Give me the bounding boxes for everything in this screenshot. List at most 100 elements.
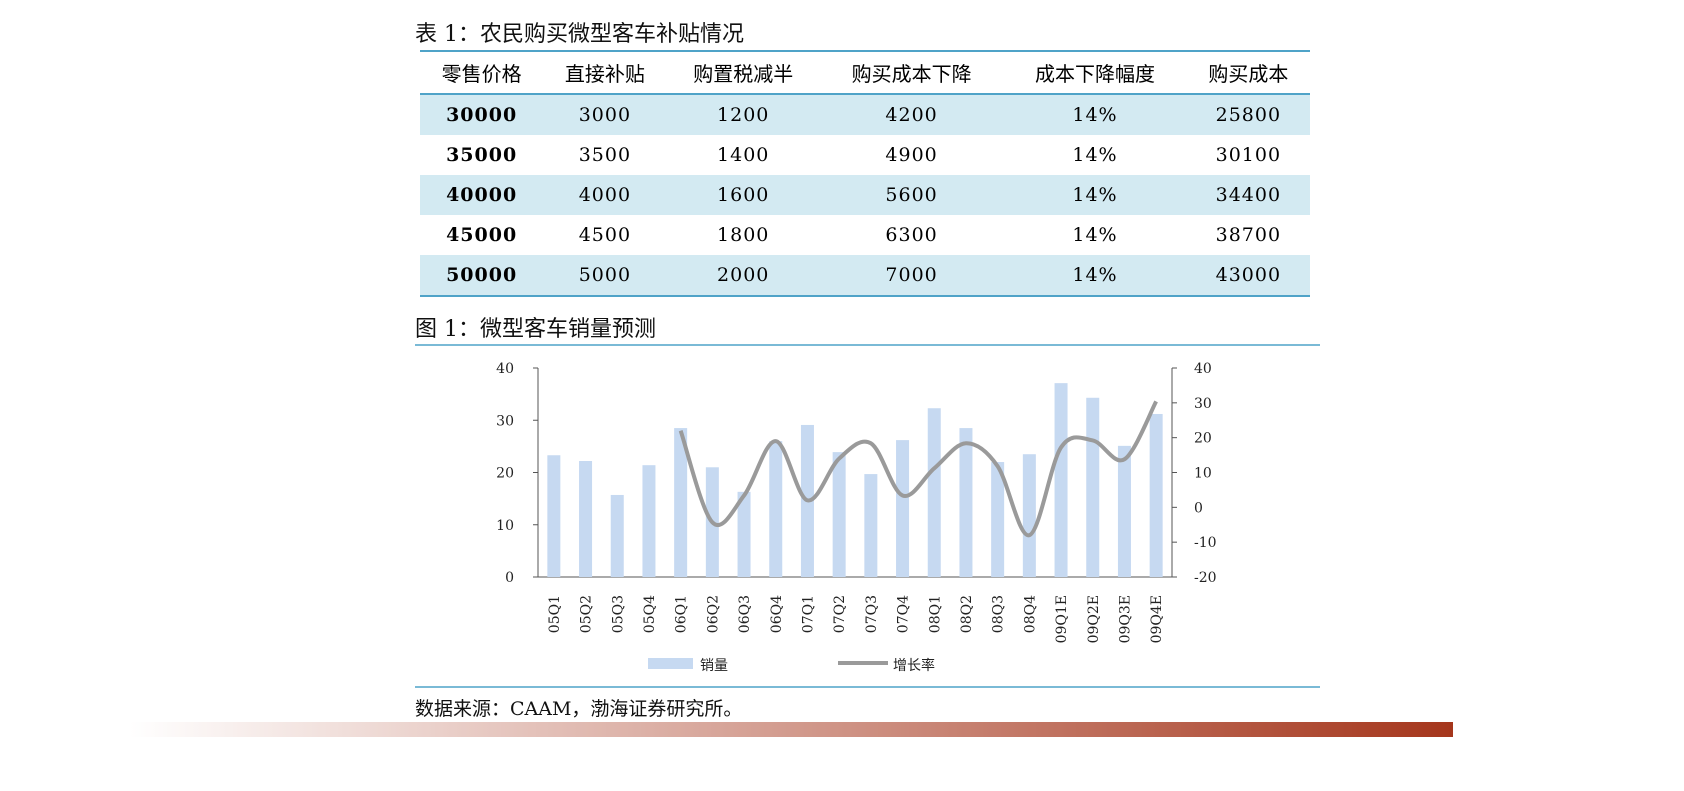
x-tick-label: 08Q4 bbox=[1022, 595, 1038, 633]
cell: 14% bbox=[1003, 175, 1187, 215]
cell: 6300 bbox=[885, 224, 938, 246]
x-tick-label: 07Q3 bbox=[864, 595, 880, 633]
cell: 4500 bbox=[578, 224, 632, 246]
cell: 5000 bbox=[543, 255, 667, 296]
cell: 43000 bbox=[1186, 255, 1310, 296]
x-tick-label: 05Q1 bbox=[547, 595, 563, 633]
x-tick-label: 09Q3E bbox=[1117, 595, 1133, 643]
bar bbox=[864, 474, 878, 577]
bar bbox=[1117, 445, 1131, 577]
y2-tick-label: 0 bbox=[1194, 500, 1203, 516]
y2-tick-label: 30 bbox=[1194, 396, 1212, 412]
cell: 7000 bbox=[819, 255, 1004, 296]
table-row: 30000 3000 1200 4200 14% 25800 bbox=[420, 94, 1310, 135]
x-tick-label: 06Q2 bbox=[705, 595, 721, 633]
y2-tick-label: 40 bbox=[1194, 361, 1212, 377]
cell: 4200 bbox=[819, 94, 1004, 135]
x-tick-label: 07Q4 bbox=[896, 595, 912, 633]
bar bbox=[579, 461, 593, 577]
y2-tick-label: -20 bbox=[1194, 570, 1217, 586]
cell: 14% bbox=[1072, 144, 1118, 166]
bar bbox=[1086, 397, 1100, 577]
cell: 1600 bbox=[666, 175, 820, 215]
table-row: 40000 4000 1600 5600 14% 34400 bbox=[420, 175, 1310, 215]
x-tick-label: 05Q4 bbox=[642, 595, 658, 633]
cell: 14% bbox=[1003, 255, 1187, 296]
x-tick-label: 09Q2E bbox=[1086, 595, 1102, 643]
bar bbox=[769, 441, 783, 577]
y2-tick-label: 20 bbox=[1194, 431, 1212, 447]
column-header: 直接补贴 bbox=[543, 51, 667, 95]
x-tick-label: 06Q4 bbox=[769, 595, 785, 633]
x-tick-label: 06Q1 bbox=[674, 595, 690, 633]
bar bbox=[991, 462, 1005, 577]
cell: 14% bbox=[1072, 224, 1118, 246]
cell: 5600 bbox=[819, 175, 1004, 215]
bar bbox=[1054, 383, 1068, 577]
y-tick-label: 20 bbox=[496, 466, 514, 482]
x-tick-label: 08Q2 bbox=[959, 595, 975, 633]
x-tick-label: 05Q3 bbox=[610, 595, 626, 633]
x-tick-label: 09Q1E bbox=[1054, 595, 1070, 643]
legend-swatch bbox=[648, 658, 693, 669]
column-header: 购买成本 bbox=[1186, 51, 1310, 95]
bar bbox=[1149, 413, 1163, 577]
header-row: 零售价格 直接补贴 购置税减半 购买成本下降 成本下降幅度 购买成本 bbox=[420, 51, 1310, 95]
subsidy-table: 零售价格 直接补贴 购置税减半 购买成本下降 成本下降幅度 购买成本 30000 3000 12… bbox=[420, 50, 1310, 297]
x-tick-label: 07Q1 bbox=[800, 595, 816, 633]
cell: 4900 bbox=[885, 144, 938, 166]
bar bbox=[674, 428, 688, 577]
x-tick-label: 09Q4E bbox=[1149, 595, 1165, 643]
x-tick-label: 06Q3 bbox=[737, 595, 753, 633]
column-header: 购买成本下降 bbox=[819, 51, 1004, 95]
cell: 35000 bbox=[446, 144, 518, 166]
bar bbox=[610, 494, 624, 577]
bar bbox=[832, 452, 846, 577]
cell: 25800 bbox=[1186, 94, 1310, 135]
bar bbox=[959, 428, 973, 577]
bar bbox=[642, 465, 656, 577]
y2-tick-label: -10 bbox=[1194, 535, 1217, 551]
bar bbox=[1022, 454, 1036, 577]
table-row: 45000 4500 1800 6300 14% 38700 bbox=[420, 215, 1310, 255]
cell: 45000 bbox=[446, 224, 518, 246]
cell: 40000 bbox=[420, 175, 544, 215]
legend-label: 增长率 bbox=[893, 657, 935, 674]
table-row: 35000 3500 1400 4900 14% 30100 bbox=[420, 135, 1310, 175]
figure-title: 图 1：微型客车销量预测 bbox=[415, 317, 656, 342]
bar bbox=[737, 491, 751, 577]
cell: 3000 bbox=[543, 94, 667, 135]
column-header: 零售价格 bbox=[420, 51, 544, 95]
x-tick-label: 07Q2 bbox=[832, 595, 848, 633]
y-tick-label: 10 bbox=[496, 518, 514, 534]
x-tick-label: 08Q1 bbox=[927, 595, 943, 633]
table-row: 50000 5000 2000 7000 14% 43000 bbox=[420, 255, 1310, 296]
column-header: 购置税减半 bbox=[666, 51, 820, 95]
cell: 34400 bbox=[1186, 175, 1310, 215]
source-note: 数据来源：CAAM，渤海证券研究所。 bbox=[415, 698, 743, 720]
growth-line bbox=[678, 400, 1158, 538]
cell: 4000 bbox=[543, 175, 667, 215]
cell: 1800 bbox=[717, 224, 770, 246]
y-tick-label: 0 bbox=[505, 570, 514, 586]
footer-band bbox=[130, 722, 1453, 737]
bar bbox=[927, 408, 941, 577]
x-tick-label: 05Q2 bbox=[579, 595, 595, 633]
cell: 1200 bbox=[666, 94, 820, 135]
bar bbox=[547, 455, 561, 577]
bar bbox=[896, 440, 910, 577]
cell: 2000 bbox=[666, 255, 820, 296]
y-tick-label: 40 bbox=[496, 361, 514, 377]
column-header: 成本下降幅度 bbox=[1003, 51, 1187, 95]
cell: 30000 bbox=[420, 94, 544, 135]
table-body: 30000 3000 1200 4200 14% 25800 35000 3500 1400 49… bbox=[420, 94, 1310, 296]
table-title: 表 1：农民购买微型客车补贴情况 bbox=[415, 22, 744, 47]
cell: 38700 bbox=[1215, 224, 1282, 246]
y2-tick-label: 10 bbox=[1194, 466, 1212, 482]
cell: 30100 bbox=[1215, 144, 1282, 166]
cell: 1400 bbox=[717, 144, 770, 166]
cell: 14% bbox=[1003, 94, 1187, 135]
y-tick-label: 30 bbox=[496, 413, 514, 429]
